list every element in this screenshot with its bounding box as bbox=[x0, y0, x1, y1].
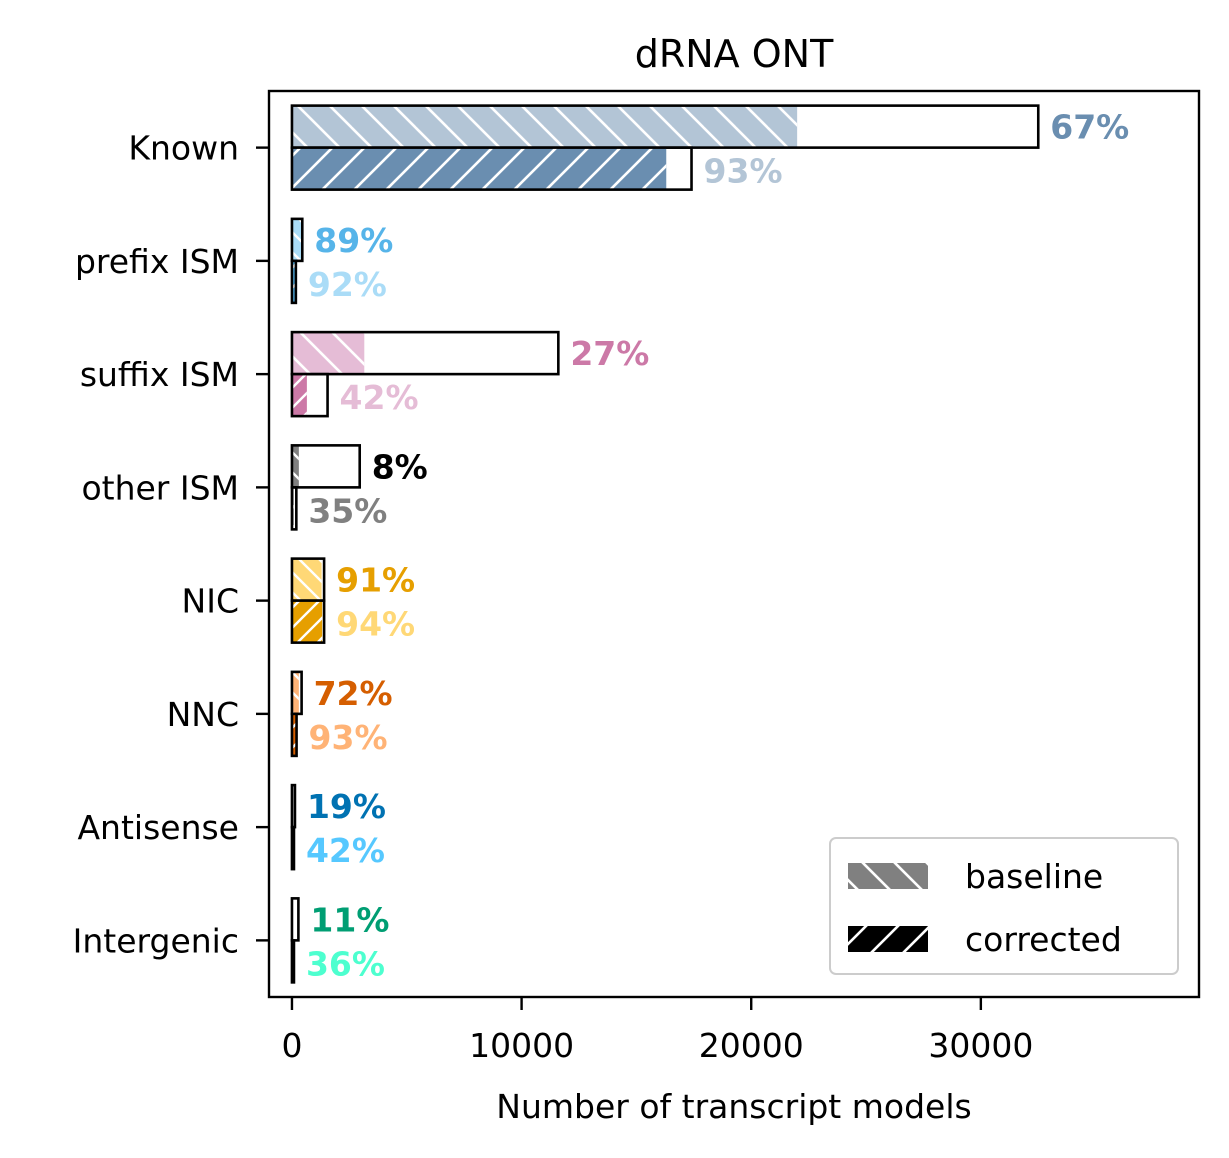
bar-corrected-intergenic-total bbox=[290, 939, 296, 984]
pct-label-corrected-nic: 94% bbox=[336, 605, 415, 644]
bar-corrected-antisense-total bbox=[290, 825, 296, 871]
plot-frame bbox=[267, 89, 1201, 999]
x-tick-label-20000: 20000 bbox=[699, 1026, 804, 1065]
category-label-suffix-ism: suffix ISM bbox=[80, 355, 239, 394]
legend-label-corrected: corrected bbox=[965, 920, 1122, 959]
pct-label-corrected-known: 93% bbox=[704, 152, 783, 191]
bar-corrected-known-total bbox=[290, 146, 693, 191]
pct-label-corrected-suffix-ism: 42% bbox=[340, 378, 419, 417]
pct-label-baseline-prefix-ism: 89% bbox=[314, 221, 393, 260]
category-labels: Known prefix ISM suffix ISM other ISM NIC NNC… bbox=[73, 129, 269, 960]
pct-label-baseline-nic: 91% bbox=[336, 561, 415, 600]
x-tick-label-30000: 30000 bbox=[928, 1026, 1033, 1065]
bar-corrected-nnc-hatch bbox=[291, 713, 297, 756]
chart-title: dRNA ONT bbox=[635, 32, 834, 76]
pct-label-corrected-nnc: 93% bbox=[309, 718, 388, 757]
bars-layer bbox=[290, 104, 1040, 984]
category-label-prefix-ism: prefix ISM bbox=[75, 242, 239, 281]
pct-label-corrected-other-ism: 35% bbox=[308, 491, 387, 530]
bar-corrected-other-ism-total bbox=[290, 486, 298, 531]
legend: baseline corrected bbox=[829, 837, 1179, 975]
category-label-other-ism: other ISM bbox=[81, 468, 239, 507]
category-label-known: Known bbox=[128, 129, 239, 168]
bar-corrected-suffix-ism-total bbox=[290, 372, 329, 418]
x-axis-label: Number of transcript models bbox=[496, 1087, 971, 1126]
bar-corrected-nnc-total bbox=[290, 712, 298, 758]
legend-swatch-corrected-hatch bbox=[848, 926, 928, 952]
pct-label-baseline-known: 67% bbox=[1050, 108, 1129, 147]
bar-corrected-suffix-ism-hatch bbox=[291, 374, 307, 417]
bar-corrected-prefix-ism-total bbox=[290, 259, 298, 305]
pct-label-baseline-other-ism: 8% bbox=[372, 447, 428, 486]
bar-baseline-other-ism-hatch bbox=[291, 445, 299, 488]
pct-label-baseline-suffix-ism: 27% bbox=[570, 334, 649, 373]
bar-baseline-suffix-ism-total bbox=[290, 330, 560, 376]
category-label-nic: NIC bbox=[182, 582, 239, 621]
bar-baseline-prefix-ism-hatch bbox=[291, 218, 302, 261]
pct-label-corrected-intergenic: 36% bbox=[306, 944, 385, 983]
x-tick-label-0: 0 bbox=[281, 1026, 302, 1065]
bar-baseline-antisense-total bbox=[290, 783, 297, 829]
pct-label-baseline-antisense: 19% bbox=[307, 787, 386, 826]
bar-baseline-other-ism-total bbox=[290, 444, 362, 489]
bar-baseline-nic-hatch bbox=[291, 558, 322, 601]
bar-baseline-intergenic-total bbox=[290, 897, 300, 942]
category-label-intergenic: Intergenic bbox=[73, 921, 239, 960]
x-tick-label-10000: 10000 bbox=[469, 1026, 574, 1065]
bar-baseline-suffix-ism-hatch bbox=[291, 332, 365, 375]
x-axis-ticks: 0 10000 20000 30000 bbox=[281, 997, 1033, 1065]
pct-label-corrected-antisense: 42% bbox=[306, 831, 385, 870]
category-label-antisense: Antisense bbox=[77, 808, 239, 847]
category-label-nnc: NNC bbox=[167, 695, 239, 734]
percentage-labels: 67% 93% 89% 92% 27% 42% 8% 35% 91% 94% 72% 93% 19% 42… bbox=[306, 108, 1129, 984]
legend-swatch-baseline-hatch bbox=[848, 863, 928, 889]
bar-corrected-known-hatch bbox=[291, 147, 667, 190]
bar-baseline-known-hatch bbox=[291, 105, 798, 148]
bar-corrected-nic-total bbox=[290, 599, 326, 644]
bar-baseline-nnc-hatch bbox=[291, 671, 299, 714]
pct-label-baseline-nnc: 72% bbox=[314, 674, 393, 713]
pct-label-baseline-intergenic: 11% bbox=[310, 900, 389, 939]
bar-corrected-prefix-ism-hatch bbox=[291, 260, 296, 303]
bar-corrected-nic-hatch bbox=[291, 600, 323, 643]
pct-label-corrected-prefix-ism: 92% bbox=[308, 265, 387, 304]
legend-label-baseline: baseline bbox=[965, 857, 1103, 896]
